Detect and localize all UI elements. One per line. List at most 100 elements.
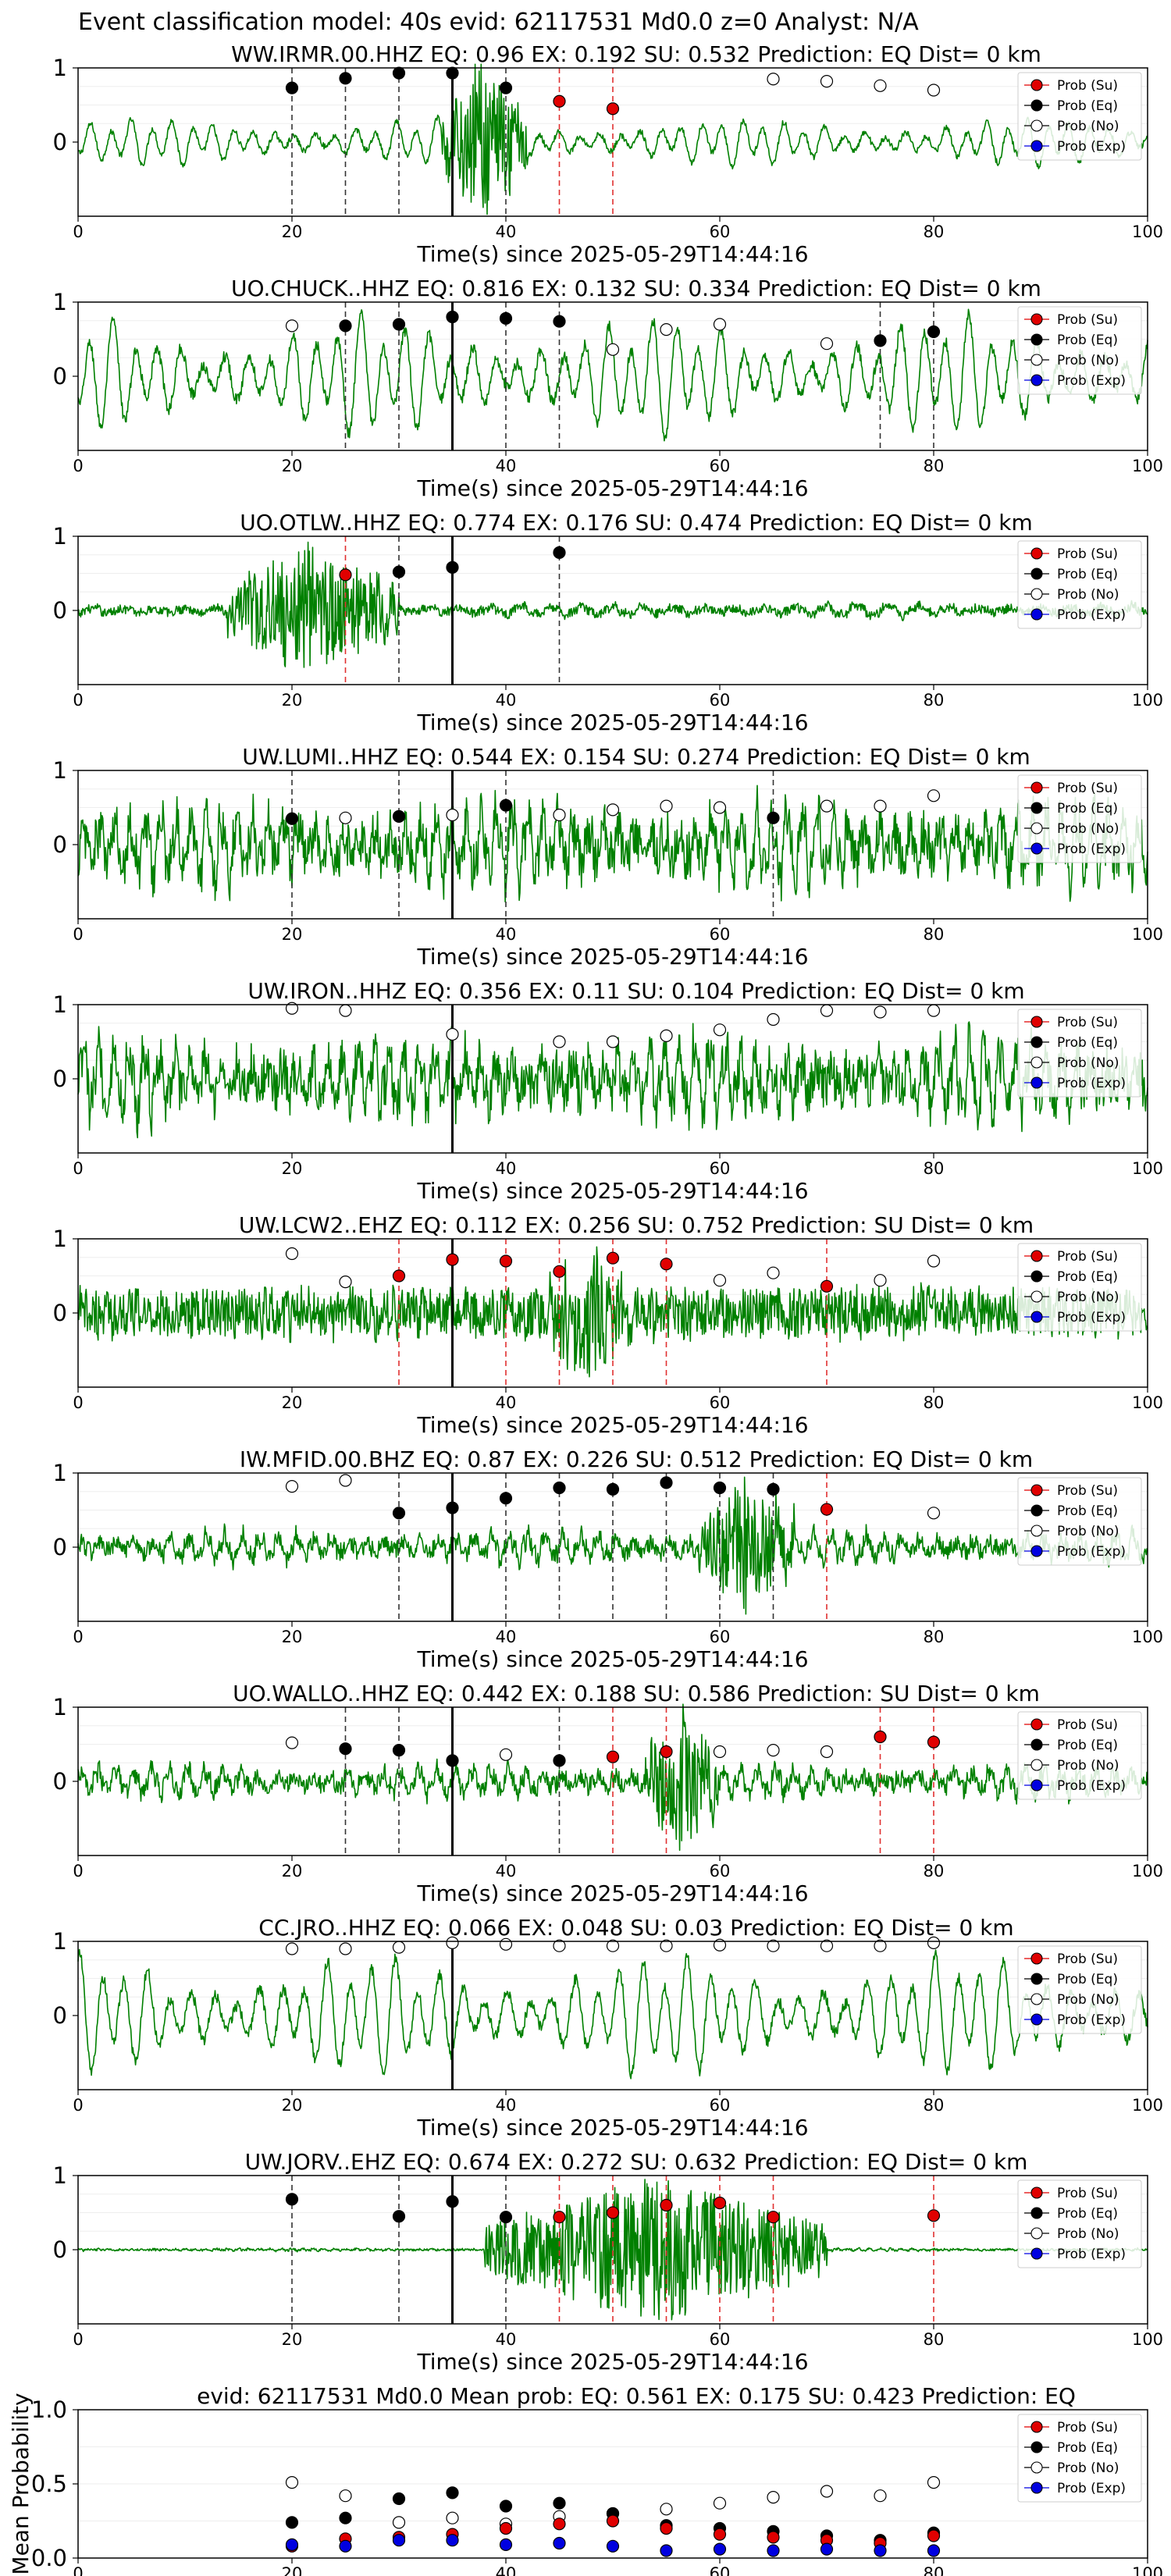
y-tick-label: 0 [53,831,67,858]
y-tick-label: 0 [53,1768,67,1795]
prob-marker-no [767,73,780,86]
prob-marker-no [767,1939,780,1952]
prob-marker-eq [285,2193,299,2206]
legend-marker-su [1030,1484,1043,1496]
prob-marker-no [820,337,834,350]
legend-label-exp: Prob (Exp) [1057,1076,1126,1091]
prob-marker-no [446,1936,459,1949]
prob-marker-no [660,2503,673,2516]
x-tick-label: 100 [1132,1159,1163,1178]
prob-marker-eq [446,2195,459,2208]
legend-label-exp: Prob (Exp) [1057,1310,1126,1325]
panel-title: CC.JRO..HHZ EQ: 0.066 EX: 0.048 SU: 0.03… [258,1915,1013,1941]
legend-marker-exp [1030,1311,1043,1323]
prob-marker-no [285,1736,299,1749]
legend-marker-no [1030,588,1043,600]
legend-label-exp: Prob (Exp) [1057,1778,1126,1794]
legend-label-su: Prob (Su) [1057,1015,1118,1030]
y-tick-label: 0 [53,597,67,624]
panel-title: UW.LUMI..HHZ EQ: 0.544 EX: 0.154 SU: 0.2… [242,744,1030,770]
prob-marker-no [874,1939,887,1952]
prob-marker-no [339,1275,352,1289]
x-tick-label: 60 [710,691,731,710]
legend-marker-su [1030,1718,1043,1731]
waveform-trace [77,1476,1148,1615]
legend-label-su: Prob (Su) [1057,1483,1118,1499]
x-tick-label: 100 [1132,691,1163,710]
prob-marker-no [339,2489,352,2503]
legend-label-no: Prob (No) [1057,587,1119,603]
prob-marker-exp [874,2544,887,2557]
x-tick-label: 80 [924,222,945,241]
legend-marker-eq [1030,1270,1043,1283]
prob-marker-no [285,1247,299,1261]
x-tick-label: 0 [73,1628,83,1646]
legend-label-no: Prob (No) [1057,2460,1119,2476]
waveform-trace [77,1703,1148,1851]
legend-label-eq: Prob (Eq) [1057,1503,1118,1519]
prob-marker-no [874,1005,887,1019]
x-tick-label: 0 [73,1862,83,1880]
prob-marker-eq [339,72,352,85]
prob-marker-no [606,1035,620,1048]
x-tick-label: 20 [282,1628,303,1646]
legend-marker-no [1030,119,1043,132]
legend-marker-exp [1030,2247,1043,2260]
prob-marker-su [660,2521,673,2535]
prob-marker-eq [553,1754,566,1767]
prob-marker-exp [553,2536,566,2550]
prob-marker-su [553,1265,566,1278]
legend-label-exp: Prob (Exp) [1057,841,1126,857]
prob-marker-no [713,1274,727,1287]
y-tick-label: 0.5 [31,2471,67,2497]
y-tick-label: 0 [53,1534,67,1560]
prob-marker-su [713,2197,727,2210]
waveform-trace [77,541,1148,668]
prob-marker-no [285,1479,299,1493]
legend-box [1017,1945,1142,2034]
legend-box [1017,2179,1142,2268]
legend-box [1017,72,1142,161]
prob-marker-su [499,1254,513,1268]
panel-9: CC.JRO..HHZ EQ: 0.066 EX: 0.048 SU: 0.03… [53,1915,1164,2140]
axes-frame [77,770,1148,920]
legend-marker-eq [1030,2441,1043,2453]
legend-box [1017,306,1142,395]
waveform-trace [77,1246,1148,1378]
x-tick-label: 100 [1132,457,1163,475]
prob-marker-su [392,1269,406,1283]
prob-marker-no [927,2476,941,2489]
legend-marker-eq [1030,1504,1043,1517]
legend-label-su: Prob (Su) [1057,1249,1118,1265]
prob-marker-no [820,1004,834,1017]
prob-marker-no [285,1942,299,1955]
x-tick-label: 100 [1132,2330,1163,2349]
legend-marker-su [1030,79,1043,91]
x-tick-label: 40 [496,925,517,944]
x-tick-label: 40 [496,222,517,241]
x-tick-label: 80 [924,2096,945,2115]
legend-label-exp: Prob (Exp) [1057,1544,1126,1560]
legend: Prob (Su) Prob (Eq) Prob (No) Prob (Exp) [1017,72,1142,161]
prob-marker-su [446,1253,459,1266]
legend-label-eq: Prob (Eq) [1057,1269,1118,1285]
y-tick-label: 0 [53,2002,67,2029]
prob-marker-no [660,799,673,813]
prob-marker-eq [446,1754,459,1767]
prob-marker-su [927,2529,941,2542]
x-tick-label: 0 [73,2330,83,2349]
prob-marker-su [606,1750,620,1763]
x-tick-label: 0 [73,222,83,241]
panel-8: UO.WALLO..HHZ EQ: 0.442 EX: 0.188 SU: 0.… [53,1681,1164,1906]
legend-marker-su [1030,2421,1043,2433]
prob-marker-eq [392,2210,406,2223]
prob-marker-eq [392,565,406,578]
prob-marker-eq [606,1482,620,1496]
panel-3: UO.OTLW..HHZ EQ: 0.774 EX: 0.176 SU: 0.4… [53,510,1164,735]
x-tick-label: 60 [710,1628,731,1646]
panel-7: IW.MFID.00.BHZ EQ: 0.87 EX: 0.226 SU: 0.… [53,1446,1164,1672]
figure-title: Event classification model: 40s evid: 62… [78,9,919,36]
x-tick-label: 60 [710,925,731,944]
legend-marker-no [1030,1290,1043,1303]
prob-marker-no [927,1004,941,1017]
